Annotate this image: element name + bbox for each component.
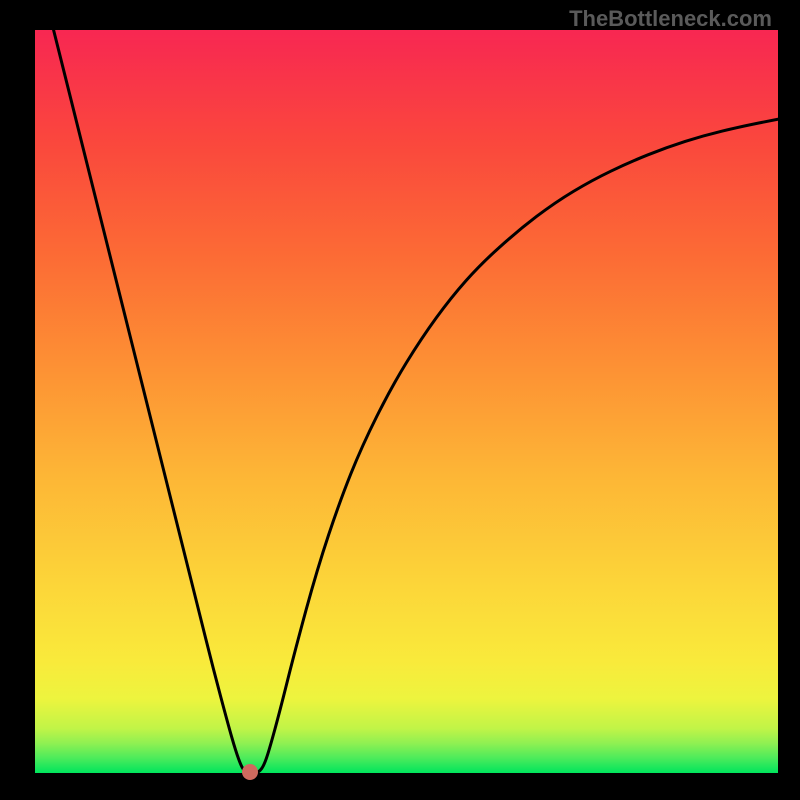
- gradient-background: [35, 30, 778, 773]
- minimum-marker: [242, 764, 258, 780]
- plot-area: [35, 30, 778, 773]
- watermark-text: TheBottleneck.com: [569, 6, 772, 32]
